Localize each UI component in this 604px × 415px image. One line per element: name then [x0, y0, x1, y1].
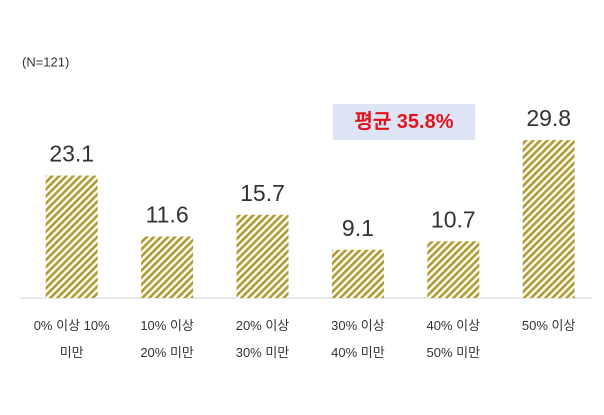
- x-tick-label: 0% 이상 10% 미만: [33, 318, 110, 360]
- value-label: 15.7: [240, 180, 285, 206]
- x-tick-label: 40% 이상 50% 미만: [426, 318, 481, 360]
- x-tick-label: 50% 이상: [521, 318, 576, 333]
- bar: [331, 249, 384, 298]
- bar: [427, 241, 480, 298]
- bar: [141, 236, 194, 298]
- average-annotation: 평균 35.8%: [333, 104, 475, 140]
- x-tick-label: 10% 이상 20% 미만: [140, 318, 194, 360]
- x-tick-label: 20% 이상 30% 미만: [235, 318, 290, 360]
- bar: [45, 175, 98, 298]
- x-tick-label: 30% 이상 40% 미만: [331, 318, 385, 360]
- sample-note: (N=121): [22, 54, 69, 69]
- value-label: 11.6: [146, 202, 189, 228]
- value-label: 23.1: [49, 141, 94, 167]
- bar: [236, 214, 289, 298]
- value-label: 10.7: [431, 206, 476, 232]
- bar: [522, 140, 575, 298]
- value-label: 9.1: [342, 215, 374, 241]
- value-label: 29.8: [526, 105, 571, 131]
